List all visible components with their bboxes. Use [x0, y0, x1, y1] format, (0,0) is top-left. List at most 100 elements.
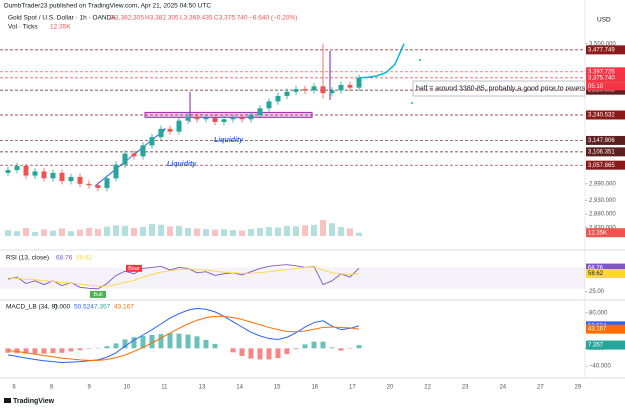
- pane-title: RSI (13, close): [6, 255, 49, 262]
- ohlc: O3,382.305: [110, 15, 144, 22]
- price-tag-label: 43.167: [588, 327, 607, 333]
- candle-body: [266, 101, 272, 109]
- candle-body: [167, 128, 173, 132]
- histogram-bar: [122, 339, 128, 349]
- candle-body: [275, 95, 281, 102]
- histogram-bar: [185, 334, 191, 349]
- series-line: [7, 264, 360, 290]
- volume-bar: [5, 230, 11, 236]
- price-tag-label: 3,106.351: [588, 149, 615, 155]
- histogram-bar: [302, 344, 308, 349]
- candle-body: [230, 117, 236, 120]
- candle-body: [158, 128, 164, 138]
- volume-bar: [347, 228, 353, 236]
- price-tag-label: 12.35K: [588, 230, 607, 236]
- volume-bar: [77, 229, 83, 236]
- x-tick-label: 6: [12, 385, 16, 391]
- histogram-bar: [284, 348, 290, 355]
- symbol: Gold Spot / U.S. Dollar · 1h · OANDA: [8, 15, 116, 22]
- price-tag: [586, 160, 625, 170]
- histogram-bar: [239, 348, 245, 356]
- price-tag: [586, 135, 625, 145]
- price-tag-label: 3,057.865: [588, 163, 615, 169]
- candle-body: [41, 171, 47, 179]
- price-tag: [586, 67, 625, 77]
- volume-bar: [50, 230, 56, 236]
- legend-value: 43.167: [114, 304, 134, 311]
- candle-body: [113, 164, 119, 179]
- candle-body: [311, 86, 317, 91]
- histogram-bar: [212, 343, 218, 349]
- volume-bar: [302, 225, 308, 236]
- candle-body: [302, 89, 308, 91]
- legend-value: 68.76: [56, 255, 73, 262]
- candle-body: [320, 86, 326, 94]
- candle-body: [104, 178, 110, 188]
- x-tick-label: 13: [199, 385, 206, 391]
- drawing-dot: [411, 102, 413, 104]
- histogram-bar: [158, 334, 164, 349]
- volume-bar: [230, 230, 236, 236]
- x-tick-label: 17: [349, 385, 356, 391]
- candle-body: [338, 84, 344, 91]
- y-tick-label: −40.000: [589, 364, 612, 370]
- candle-body: [131, 153, 137, 157]
- x-tick-label: 14: [236, 385, 243, 391]
- y-tick-label: 2,930.000: [589, 198, 616, 204]
- candle-body: [212, 117, 218, 123]
- volume-bar: [158, 224, 164, 236]
- projection-line: [358, 43, 405, 79]
- candle-body: [185, 116, 191, 121]
- volume-bar: [122, 225, 128, 236]
- candle-body: [149, 137, 155, 146]
- price-tag-label: 3,330.998: [588, 88, 615, 94]
- candle-body: [194, 116, 200, 120]
- series-line: [7, 315, 360, 361]
- brand: TradingView: [13, 398, 55, 405]
- volume-bar: [257, 228, 263, 236]
- histogram-bar: [14, 348, 20, 354]
- volume-label: Vol · Ticks: [8, 24, 38, 31]
- legend-value: 7.357: [94, 304, 111, 311]
- y-tick-label: 80.000: [589, 310, 608, 316]
- price-tag-label: 7.357: [588, 343, 604, 349]
- volume-bar: [266, 226, 272, 236]
- x-tick-label: 23: [462, 385, 469, 391]
- volume-bar: [104, 226, 110, 236]
- series-line: [8, 266, 360, 287]
- rsi-band: [0, 267, 585, 289]
- price-tag: [586, 228, 625, 238]
- volume-bar: [95, 229, 101, 236]
- signal-label: Bull: [93, 292, 102, 298]
- histogram-bar: [257, 348, 263, 360]
- x-tick-label: 11: [161, 385, 168, 391]
- x-tick-label: 16: [311, 385, 318, 391]
- histogram-bar: [311, 341, 317, 349]
- price-tag: [586, 324, 625, 334]
- volume-bar: [293, 226, 299, 236]
- countdown-tag: [586, 82, 625, 91]
- candle-body: [14, 165, 20, 171]
- candle-body: [329, 90, 335, 94]
- ohlc: −6.640 (−0.20%): [249, 15, 297, 22]
- candle-body: [32, 171, 38, 176]
- volume-bar: [176, 225, 182, 236]
- y-tick-label: 3,500.000: [589, 41, 616, 47]
- legend-value: 50.524: [74, 304, 94, 311]
- volume-bar: [131, 228, 137, 236]
- price-tag: [586, 147, 625, 157]
- histogram-bar: [230, 348, 236, 353]
- x-tick-label: 29: [575, 385, 582, 391]
- x-tick-label: 8: [50, 385, 54, 391]
- histogram-bar: [293, 348, 299, 350]
- price-tag-label: 3,477.749: [588, 47, 615, 53]
- candle-body: [77, 176, 83, 184]
- ohlc: C3,375.740: [214, 15, 248, 22]
- histogram-bar: [338, 348, 344, 351]
- volume-bar: [32, 232, 38, 236]
- volume-bar: [59, 228, 65, 236]
- legend-value: 0.000: [54, 304, 71, 311]
- price-tag-label: 3,397.725: [588, 69, 615, 75]
- volume-bar: [194, 228, 200, 236]
